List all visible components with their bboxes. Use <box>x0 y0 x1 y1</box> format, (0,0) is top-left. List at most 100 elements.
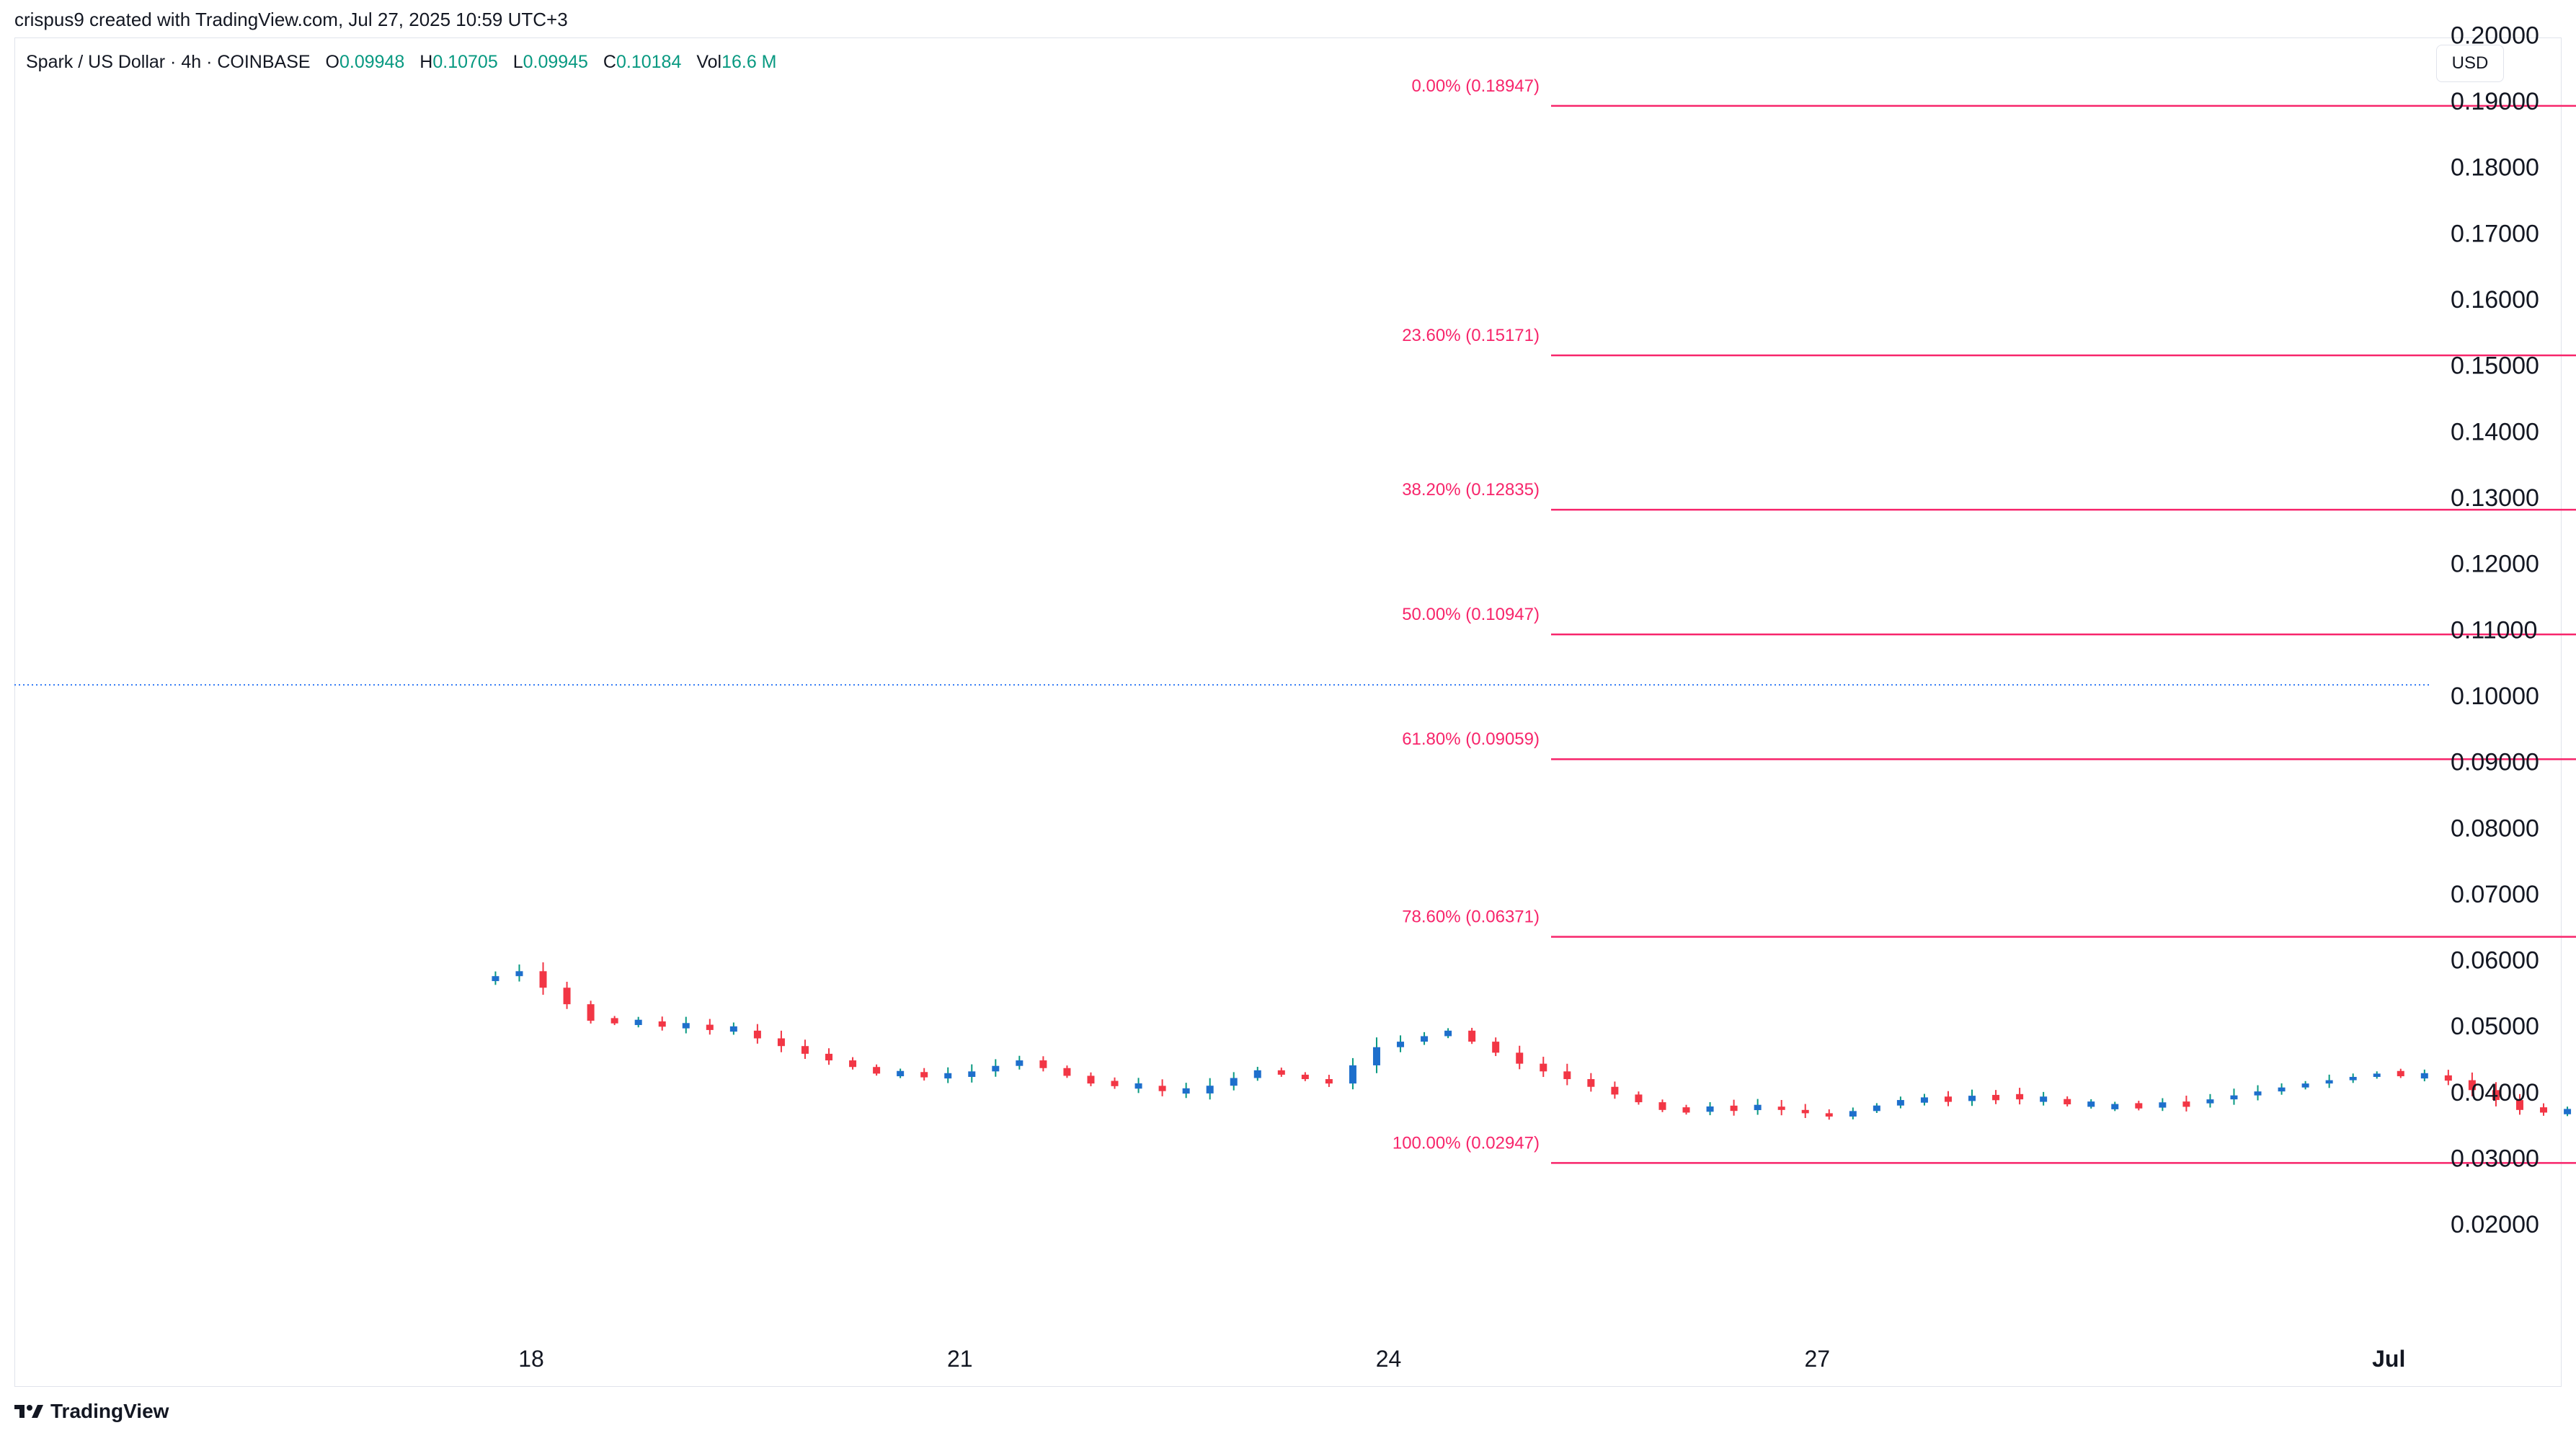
candle-up <box>2349 1076 2357 1081</box>
candle-down <box>1492 1042 1500 1053</box>
candle-up <box>1920 1097 1928 1103</box>
open-label: O <box>325 52 339 72</box>
candle-down <box>658 1021 666 1027</box>
high-label: H <box>419 52 433 72</box>
candles-group <box>492 962 2572 1120</box>
chart-frame <box>14 37 2562 1387</box>
candle-down <box>777 1038 785 1047</box>
candle-down <box>1992 1094 2000 1101</box>
candle-down <box>1658 1102 1666 1110</box>
candle-up <box>634 1019 642 1026</box>
candle-up <box>968 1071 976 1077</box>
candle-down <box>1516 1052 1524 1064</box>
candle-up <box>1873 1105 1880 1112</box>
time-tick-label: Jul <box>2372 1346 2405 1372</box>
candle-down <box>1944 1096 1952 1102</box>
candle-down <box>1682 1107 1690 1113</box>
candle-up <box>1706 1106 1714 1112</box>
candle-up <box>1896 1100 1904 1106</box>
high-value: 0.10705 <box>432 52 498 72</box>
candle-down <box>1777 1106 1785 1110</box>
candle-down <box>1039 1060 1047 1068</box>
candle-down <box>1611 1086 1619 1095</box>
candle-up <box>1968 1096 1976 1101</box>
candle-up <box>1849 1111 1857 1117</box>
candle-up <box>1182 1088 1190 1094</box>
candle-up <box>682 1023 690 1029</box>
candle-down <box>1325 1079 1333 1084</box>
volume-value: 16.6 M <box>721 52 777 72</box>
candle-up <box>1421 1036 1429 1042</box>
price-tick-label: 0.10000 <box>2451 683 2539 710</box>
candle-down <box>1825 1113 1833 1117</box>
candle-up <box>1444 1030 1452 1037</box>
candle-down <box>2182 1101 2190 1107</box>
symbol-title[interactable]: Spark / US Dollar · 4h · COINBASE <box>26 52 311 72</box>
low-label: L <box>512 52 523 72</box>
fib-level-label: 78.60% (0.06371) <box>1402 908 1540 927</box>
price-tick-label: 0.07000 <box>2451 881 2539 908</box>
candle-up <box>992 1065 1000 1072</box>
candle-down <box>2016 1093 2024 1100</box>
candle-up <box>1754 1104 1762 1111</box>
price-tick-label: 0.17000 <box>2451 220 2539 247</box>
candle-up <box>2564 1109 2572 1114</box>
candle-up <box>515 971 523 977</box>
time-tick-label: 24 <box>1376 1346 1402 1372</box>
candle-down <box>539 971 547 988</box>
candle-down <box>1277 1070 1285 1075</box>
candle-up <box>2040 1096 2048 1102</box>
candle-down <box>2397 1070 2404 1077</box>
candle-up <box>2111 1104 2119 1109</box>
candle-down <box>610 1018 618 1024</box>
candle-up <box>2254 1091 2262 1096</box>
candle-down <box>706 1024 714 1030</box>
candle-down <box>1563 1071 1571 1080</box>
price-tick-label: 0.03000 <box>2451 1145 2539 1173</box>
candle-down <box>1301 1074 1309 1080</box>
price-tick-label: 0.19000 <box>2451 88 2539 115</box>
candle-down <box>1111 1081 1119 1086</box>
candle-down <box>563 988 571 1005</box>
candle-down <box>801 1046 809 1054</box>
price-tick-label: 0.04000 <box>2451 1079 2539 1106</box>
candle-up <box>1134 1083 1142 1089</box>
candle-down <box>920 1072 928 1078</box>
price-axis: 0.20000 0.19000 0.18000 0.17000 0.16000 0.150… <box>2451 22 2539 1238</box>
candle-up <box>1206 1086 1214 1093</box>
brand-name: TradingView <box>50 1400 169 1422</box>
candle-down <box>2444 1075 2452 1081</box>
candle-up <box>1397 1042 1405 1047</box>
price-tick-label: 0.18000 <box>2451 154 2539 182</box>
candle-up <box>492 976 499 982</box>
price-tick-label: 0.06000 <box>2451 947 2539 975</box>
price-tick-label: 0.20000 <box>2451 22 2539 49</box>
volume-label: Vol <box>696 52 722 72</box>
price-tick-label: 0.15000 <box>2451 352 2539 380</box>
fib-retracement-group: 0.00% (0.18947) 23.60% (0.15171) 38.20% (0… <box>1393 76 2576 1164</box>
candle-up <box>2420 1073 2428 1079</box>
candle-up <box>1016 1060 1023 1066</box>
price-tick-label: 0.16000 <box>2451 286 2539 314</box>
tradingview-brand[interactable]: TradingView <box>14 1400 169 1423</box>
fib-level-label: 23.60% (0.15171) <box>1402 326 1540 345</box>
price-tick-label: 0.12000 <box>2451 551 2539 578</box>
price-tick-label: 0.13000 <box>2451 484 2539 512</box>
candle-down <box>1468 1030 1476 1042</box>
fib-level-label: 50.00% (0.10947) <box>1402 605 1540 624</box>
price-tick-label: 0.08000 <box>2451 815 2539 842</box>
candle-down <box>1635 1094 1643 1103</box>
candle-up <box>2206 1099 2214 1104</box>
candle-up <box>2159 1102 2167 1108</box>
price-tick-label: 0.14000 <box>2451 418 2539 445</box>
candle-up <box>1230 1078 1238 1086</box>
candle-down <box>1087 1075 1095 1084</box>
candle-up <box>2087 1101 2095 1107</box>
ohlc-legend: Spark / US Dollar · 4h · COINBASE O0.099… <box>26 52 777 73</box>
candle-down <box>2135 1103 2143 1109</box>
candle-down <box>1158 1086 1166 1091</box>
currency-button[interactable]: USD <box>2436 45 2504 82</box>
candle-up <box>729 1026 737 1032</box>
candle-up <box>2278 1087 2286 1092</box>
